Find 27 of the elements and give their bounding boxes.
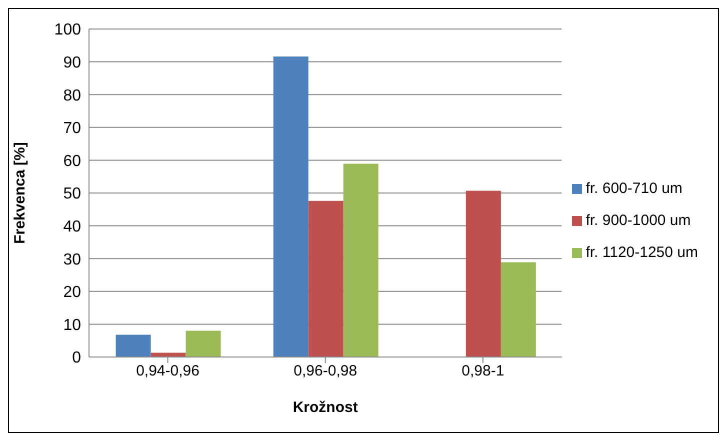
x-tick-label: 0,96-0,98 xyxy=(294,362,358,380)
x-tick-label: 0,94-0,96 xyxy=(136,362,200,380)
bar xyxy=(466,190,501,357)
bar xyxy=(273,56,308,357)
y-tick-label: 40 xyxy=(63,218,82,236)
y-tick-label: 30 xyxy=(63,251,82,268)
legend-label: fr. 1120-1250 um xyxy=(586,244,698,260)
bar xyxy=(150,352,186,357)
legend-label: fr. 600-710 um xyxy=(586,180,682,196)
bar xyxy=(343,164,378,357)
y-tick-label: 20 xyxy=(63,284,82,302)
y-tick-label: 80 xyxy=(63,87,82,104)
y-tick-label: 70 xyxy=(63,120,82,138)
bar xyxy=(186,330,221,357)
legend-label: fr. 900-1000 um xyxy=(586,212,691,228)
y-tick-label: 90 xyxy=(63,54,82,72)
x-tick-label: 0,98-1 xyxy=(462,362,504,380)
bar xyxy=(308,200,344,357)
bar xyxy=(500,262,536,357)
y-axis-title: Frekvenca [%] xyxy=(11,142,28,244)
x-axis-title: Krožnost xyxy=(292,399,358,416)
y-tick-label: 100 xyxy=(54,22,82,39)
y-tick-label: 50 xyxy=(63,186,82,203)
y-tick-label: 60 xyxy=(63,152,82,170)
y-tick-label: 0 xyxy=(72,350,82,367)
bar xyxy=(116,334,151,357)
y-tick-label: 10 xyxy=(63,316,82,334)
